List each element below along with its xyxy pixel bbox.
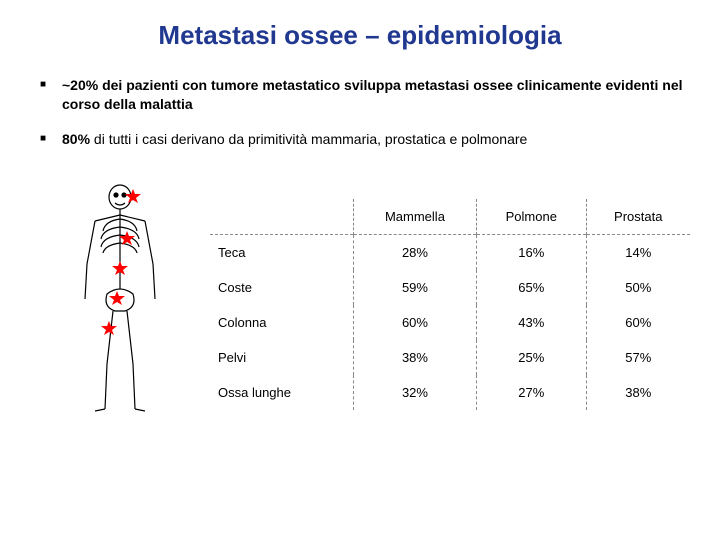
skeleton-figure — [30, 169, 210, 419]
cell: 60% — [586, 305, 690, 340]
cell: 59% — [353, 270, 476, 305]
table-row: Colonna 60% 43% 60% — [210, 305, 690, 340]
bullet-rest: dei pazienti con tumore metastatico svil… — [62, 77, 683, 112]
skeleton-icon — [65, 179, 175, 419]
page-title: Metastasi ossee – epidemiologia — [30, 20, 690, 51]
bullet-item: ~20% dei pazienti con tumore metastatico… — [40, 76, 690, 114]
row-label: Colonna — [210, 305, 353, 340]
table-row: Teca 28% 16% 14% — [210, 234, 690, 270]
col-header: Mammella — [353, 199, 476, 235]
cell: 14% — [586, 234, 690, 270]
bullet-item: 80% di tutti i casi derivano da primitiv… — [40, 130, 690, 149]
table-row: Ossa lunghe 32% 27% 38% — [210, 375, 690, 410]
bullet-list: ~20% dei pazienti con tumore metastatico… — [40, 76, 690, 149]
cell: 57% — [586, 340, 690, 375]
bullet-rest: di tutti i casi derivano da primitività … — [90, 131, 527, 147]
cell: 38% — [586, 375, 690, 410]
col-header: Polmone — [477, 199, 586, 235]
cell: 60% — [353, 305, 476, 340]
cell: 28% — [353, 234, 476, 270]
bullet-lead: 80% — [62, 131, 90, 147]
table-row: Pelvi 38% 25% 57% — [210, 340, 690, 375]
cell: 65% — [477, 270, 586, 305]
row-label: Pelvi — [210, 340, 353, 375]
cell: 16% — [477, 234, 586, 270]
table-row: Coste 59% 65% 50% — [210, 270, 690, 305]
cell: 43% — [477, 305, 586, 340]
col-header — [210, 199, 353, 235]
bullet-lead: ~20% — [62, 77, 98, 93]
row-label: Ossa lunghe — [210, 375, 353, 410]
cell: 50% — [586, 270, 690, 305]
col-header: Prostata — [586, 199, 690, 235]
markers — [101, 189, 141, 335]
cell: 27% — [477, 375, 586, 410]
cell: 25% — [477, 340, 586, 375]
cell: 38% — [353, 340, 476, 375]
cell: 32% — [353, 375, 476, 410]
row-label: Teca — [210, 234, 353, 270]
metastasis-table: Mammella Polmone Prostata Teca 28% 16% 1… — [210, 199, 690, 410]
row-label: Coste — [210, 270, 353, 305]
